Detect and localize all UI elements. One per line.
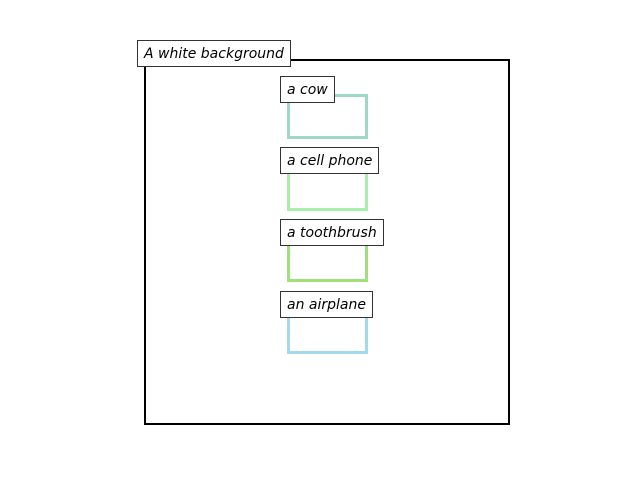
cow-label: a cow xyxy=(280,76,335,103)
cell-phone-label: a cell phone xyxy=(280,147,380,174)
background-frame xyxy=(144,59,510,425)
airplane-label: an airplane xyxy=(280,291,373,318)
background-label: A white background xyxy=(137,40,291,67)
toothbrush-label: a toothbrush xyxy=(280,219,384,246)
